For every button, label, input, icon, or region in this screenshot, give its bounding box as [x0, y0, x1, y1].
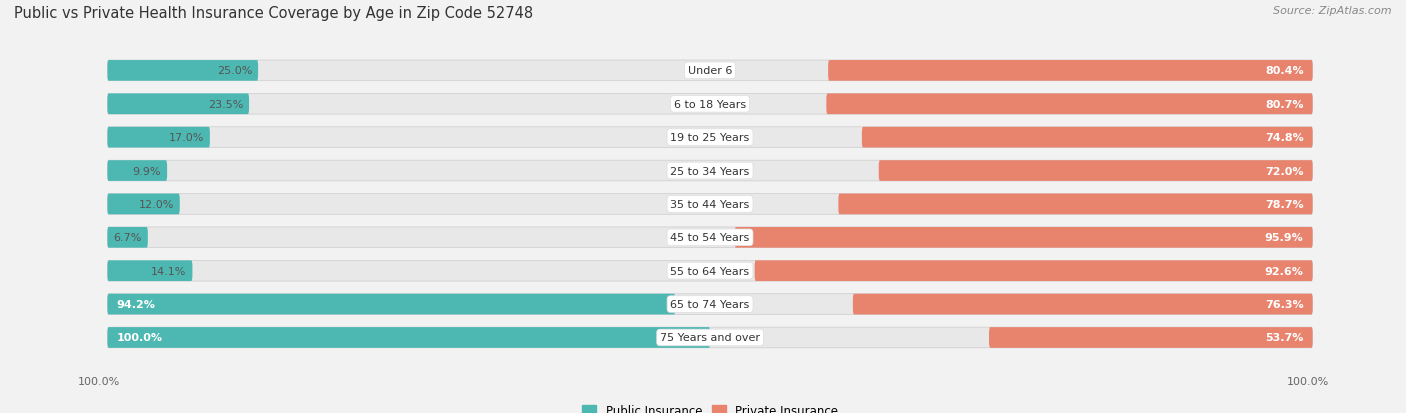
FancyBboxPatch shape — [107, 61, 1313, 81]
Text: 100.0%: 100.0% — [117, 333, 163, 343]
FancyBboxPatch shape — [862, 128, 1313, 148]
FancyBboxPatch shape — [107, 61, 259, 81]
FancyBboxPatch shape — [107, 328, 710, 348]
Text: 100.0%: 100.0% — [1286, 376, 1329, 386]
Text: 6 to 18 Years: 6 to 18 Years — [673, 100, 747, 109]
Text: 14.1%: 14.1% — [150, 266, 187, 276]
Text: 75 Years and over: 75 Years and over — [659, 333, 761, 343]
Text: Under 6: Under 6 — [688, 66, 733, 76]
Text: 19 to 25 Years: 19 to 25 Years — [671, 133, 749, 143]
FancyBboxPatch shape — [988, 328, 1313, 348]
Text: 80.4%: 80.4% — [1265, 66, 1303, 76]
Text: 55 to 64 Years: 55 to 64 Years — [671, 266, 749, 276]
FancyBboxPatch shape — [107, 294, 1313, 315]
Text: 17.0%: 17.0% — [169, 133, 204, 143]
FancyBboxPatch shape — [107, 94, 1313, 115]
Text: 53.7%: 53.7% — [1265, 333, 1303, 343]
Text: 72.0%: 72.0% — [1265, 166, 1303, 176]
FancyBboxPatch shape — [735, 228, 1313, 248]
FancyBboxPatch shape — [107, 161, 1313, 181]
FancyBboxPatch shape — [107, 194, 180, 215]
Text: 94.2%: 94.2% — [117, 299, 156, 309]
FancyBboxPatch shape — [838, 194, 1313, 215]
Text: 78.7%: 78.7% — [1265, 199, 1303, 209]
Text: Source: ZipAtlas.com: Source: ZipAtlas.com — [1274, 6, 1392, 16]
Text: 23.5%: 23.5% — [208, 100, 243, 109]
Text: 92.6%: 92.6% — [1264, 266, 1303, 276]
FancyBboxPatch shape — [107, 228, 1313, 248]
Text: 25.0%: 25.0% — [217, 66, 252, 76]
Text: 6.7%: 6.7% — [114, 233, 142, 243]
FancyBboxPatch shape — [107, 261, 193, 281]
Text: 12.0%: 12.0% — [138, 199, 174, 209]
Text: 74.8%: 74.8% — [1265, 133, 1303, 143]
Text: 9.9%: 9.9% — [132, 166, 162, 176]
FancyBboxPatch shape — [853, 294, 1313, 315]
FancyBboxPatch shape — [107, 128, 209, 148]
Legend: Public Insurance, Private Insurance: Public Insurance, Private Insurance — [578, 399, 842, 413]
FancyBboxPatch shape — [107, 328, 1313, 348]
FancyBboxPatch shape — [828, 61, 1313, 81]
FancyBboxPatch shape — [879, 161, 1313, 181]
FancyBboxPatch shape — [107, 161, 167, 181]
FancyBboxPatch shape — [107, 94, 249, 115]
FancyBboxPatch shape — [107, 128, 1313, 148]
Text: 25 to 34 Years: 25 to 34 Years — [671, 166, 749, 176]
Text: 35 to 44 Years: 35 to 44 Years — [671, 199, 749, 209]
Text: 80.7%: 80.7% — [1265, 100, 1303, 109]
Text: 100.0%: 100.0% — [77, 376, 120, 386]
FancyBboxPatch shape — [107, 294, 675, 315]
FancyBboxPatch shape — [107, 261, 1313, 281]
Text: 76.3%: 76.3% — [1265, 299, 1303, 309]
Text: Public vs Private Health Insurance Coverage by Age in Zip Code 52748: Public vs Private Health Insurance Cover… — [14, 6, 533, 21]
FancyBboxPatch shape — [107, 228, 148, 248]
Text: 65 to 74 Years: 65 to 74 Years — [671, 299, 749, 309]
Text: 95.9%: 95.9% — [1265, 233, 1303, 243]
FancyBboxPatch shape — [755, 261, 1313, 281]
FancyBboxPatch shape — [827, 94, 1313, 115]
FancyBboxPatch shape — [107, 194, 1313, 215]
Text: 45 to 54 Years: 45 to 54 Years — [671, 233, 749, 243]
